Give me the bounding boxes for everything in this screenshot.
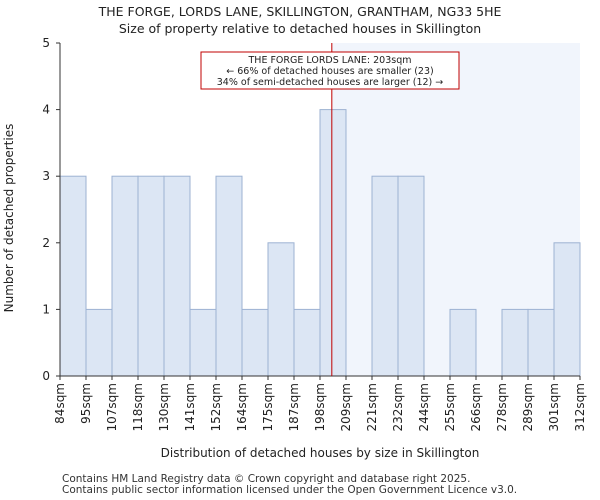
bar-130sqm bbox=[163, 175, 191, 377]
bar-118sqm bbox=[137, 175, 165, 377]
y-tick-label: 5 bbox=[42, 36, 50, 50]
x-tick-label: 187sqm bbox=[287, 383, 301, 431]
bar-187sqm bbox=[293, 308, 321, 377]
footer-line1: Contains HM Land Registry data © Crown c… bbox=[62, 473, 471, 485]
y-tick-label: 0 bbox=[42, 369, 50, 383]
chart-title-line1: THE FORGE, LORDS LANE, SKILLINGTON, GRAN… bbox=[98, 4, 502, 19]
x-tick-label: 289sqm bbox=[521, 383, 535, 431]
x-tick-label: 255sqm bbox=[443, 383, 457, 431]
bar-232sqm bbox=[397, 175, 425, 377]
chart-subtitle: Size of property relative to detached ho… bbox=[118, 21, 482, 36]
x-tick-label: 221sqm bbox=[365, 383, 379, 431]
bar-255sqm bbox=[449, 308, 477, 377]
x-tick-label: 301sqm bbox=[547, 383, 561, 431]
chart-title: THE FORGE, LORDS LANE, SKILLINGTON, GRAN… bbox=[0, 3, 600, 37]
annotation-line: ← 66% of detached houses are smaller (23… bbox=[226, 66, 433, 77]
bar-107sqm bbox=[111, 175, 139, 377]
x-tick-label: 164sqm bbox=[235, 383, 249, 431]
x-tick-label: 152sqm bbox=[209, 383, 223, 431]
bar-84sqm bbox=[59, 175, 87, 377]
bar-152sqm bbox=[215, 175, 243, 377]
y-tick-label: 2 bbox=[42, 236, 50, 250]
x-tick-label: 244sqm bbox=[417, 383, 431, 431]
x-tick-label: 130sqm bbox=[157, 383, 171, 431]
bar-278sqm bbox=[501, 308, 529, 377]
x-axis-label: Distribution of detached houses by size … bbox=[161, 446, 480, 460]
x-tick-label: 209sqm bbox=[339, 383, 353, 431]
x-tick-label: 84sqm bbox=[53, 383, 67, 424]
annotation-line: 34% of semi-detached houses are larger (… bbox=[217, 77, 444, 88]
x-tick-label: 118sqm bbox=[131, 383, 145, 431]
y-tick-label: 3 bbox=[42, 169, 50, 183]
x-tick-label: 312sqm bbox=[573, 383, 587, 431]
x-tick-label: 266sqm bbox=[469, 383, 483, 431]
y-tick-label: 4 bbox=[42, 103, 50, 117]
bar-141sqm bbox=[189, 308, 217, 377]
x-tick-label: 232sqm bbox=[391, 383, 405, 431]
bar-289sqm bbox=[527, 308, 555, 377]
x-tick-label: 198sqm bbox=[313, 383, 327, 431]
y-tick-label: 1 bbox=[42, 302, 50, 316]
x-tick-label: 95sqm bbox=[79, 383, 93, 424]
footer: Contains HM Land Registry data © Crown c… bbox=[62, 474, 517, 496]
bar-175sqm bbox=[267, 242, 295, 377]
x-tick-label: 278sqm bbox=[495, 383, 509, 431]
bar-95sqm bbox=[85, 308, 113, 377]
y-axis-label: Number of detached properties bbox=[2, 124, 16, 313]
bar-198sqm bbox=[319, 109, 347, 377]
x-tick-label: 175sqm bbox=[261, 383, 275, 431]
annotation-line: THE FORGE LORDS LANE: 203sqm bbox=[248, 55, 412, 66]
bar-164sqm bbox=[241, 308, 269, 377]
bar-221sqm bbox=[371, 175, 399, 377]
annotation-box bbox=[200, 51, 460, 90]
x-tick-label: 107sqm bbox=[105, 383, 119, 431]
x-tick-label: 141sqm bbox=[183, 383, 197, 431]
bar-301sqm bbox=[553, 242, 581, 377]
footer-line2: Contains public sector information licen… bbox=[62, 484, 518, 496]
